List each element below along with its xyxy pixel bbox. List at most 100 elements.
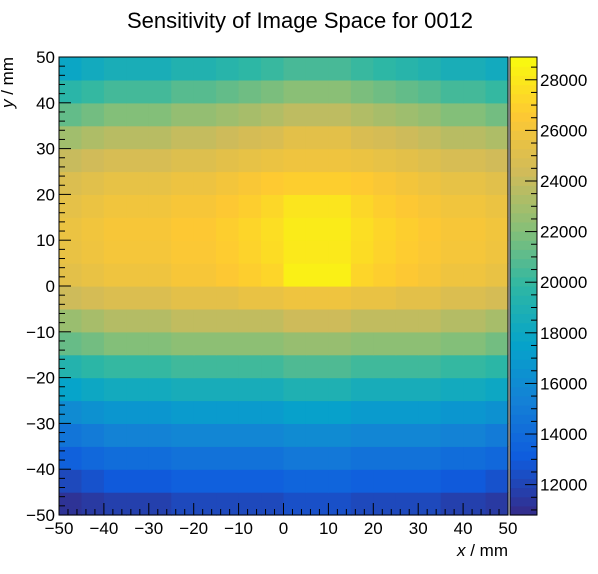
color-scale-band [510,231,537,241]
heatmap-cell [395,102,419,127]
heatmap-cell [148,286,172,310]
heatmap-cell [485,102,509,127]
heatmap-cell [148,171,172,195]
x-tick-label: −10 [224,519,253,538]
heatmap-cell [171,492,195,516]
heatmap-cell [463,125,487,150]
heatmap-cell [283,240,307,264]
heatmap-cell [350,286,374,310]
heatmap-cell [148,194,172,218]
heatmap-cell [485,263,509,287]
color-scale-label: 22000 [540,223,587,242]
heatmap-cell [238,125,262,150]
heatmap-cell [305,148,329,173]
heatmap-cell [485,171,509,195]
heatmap-cell [59,102,83,127]
x-tick-label: 20 [364,519,383,538]
x-tick-label: 50 [499,519,518,538]
color-scale-band [510,102,537,113]
heatmap-cell [126,57,150,81]
heatmap-cell [373,125,397,150]
heatmap-cell [171,446,195,470]
heatmap-cell [373,263,397,287]
heatmap-cell [238,400,262,424]
heatmap-cell [485,240,509,264]
color-scale-band [510,194,537,205]
heatmap-cell [216,217,240,241]
heatmap-cell [216,125,240,150]
heatmap-cell [395,148,419,173]
color-scale-band [510,441,537,452]
heatmap-cell [126,331,150,356]
heatmap-cell [193,240,217,264]
heatmap-cell [350,354,374,379]
heatmap-cell [103,446,127,470]
heatmap-cell [59,331,83,356]
heatmap-cell [103,148,127,173]
heatmap-cell [305,240,329,264]
heatmap-cell [305,102,329,127]
heatmap-cell [103,492,127,516]
heatmap-cell [81,57,105,81]
heatmap-cell [395,492,419,516]
heatmap-cell [103,377,127,402]
heatmap-cell [283,377,307,402]
heatmap-cell [305,79,329,104]
heatmap-cell [59,400,83,424]
heatmap-cell [395,79,419,104]
heatmap-cell [59,57,83,81]
heatmap-cell [463,446,487,470]
heatmap-cell [81,331,105,356]
y-tick-label: 20 [36,185,55,204]
heatmap-cell [238,492,262,516]
heatmap-cell [418,102,442,127]
heatmap-cell [103,79,127,104]
heatmap-cell [485,423,509,447]
heatmap-cell [418,331,442,356]
heatmap-cell [283,331,307,356]
color-scale-band [510,478,537,489]
color-scale-band [510,111,537,122]
heatmap-cell [373,331,397,356]
heatmap-cell [328,377,352,402]
heatmap-cell [328,354,352,379]
heatmap-cell [126,354,150,379]
heatmap-cell [59,469,83,493]
heatmap-cell [305,194,329,218]
heatmap-cell [126,148,150,173]
heatmap-cell [283,400,307,424]
heatmap-cell [395,400,419,424]
heatmap-cell [418,79,442,104]
heatmap-cell [305,446,329,470]
heatmap-cell [440,171,464,195]
heatmap-cell [81,148,105,173]
color-scale-band [510,148,537,159]
color-scale-band [510,176,537,186]
heatmap-cell [463,469,487,493]
heatmap-cell [126,286,150,310]
heatmap-cell [81,194,105,218]
heatmap-cell [171,469,195,493]
heatmap-cell [305,492,329,516]
heatmap-cell [238,354,262,379]
color-scale-band [510,203,537,214]
heatmap-cell [216,354,240,379]
heatmap-cell [148,469,172,493]
heatmap-cell [238,240,262,264]
heatmap-cell [238,377,262,402]
color-scale-band [510,331,537,342]
heatmap-cell [283,102,307,127]
heatmap-cell [485,194,509,218]
heatmap-cell [103,308,127,333]
heatmap-cell [193,171,217,195]
color-scale-label: 14000 [540,425,587,444]
y-tick-label: −40 [26,460,55,479]
heatmap-cell [261,492,285,516]
heatmap-cell [463,240,487,264]
heatmap-cell [328,57,352,81]
heatmap-cell [350,308,374,333]
color-scale-band [510,322,537,333]
color-scale-band [510,75,537,86]
heatmap-cell [440,102,464,127]
heatmap-cell [59,125,83,150]
